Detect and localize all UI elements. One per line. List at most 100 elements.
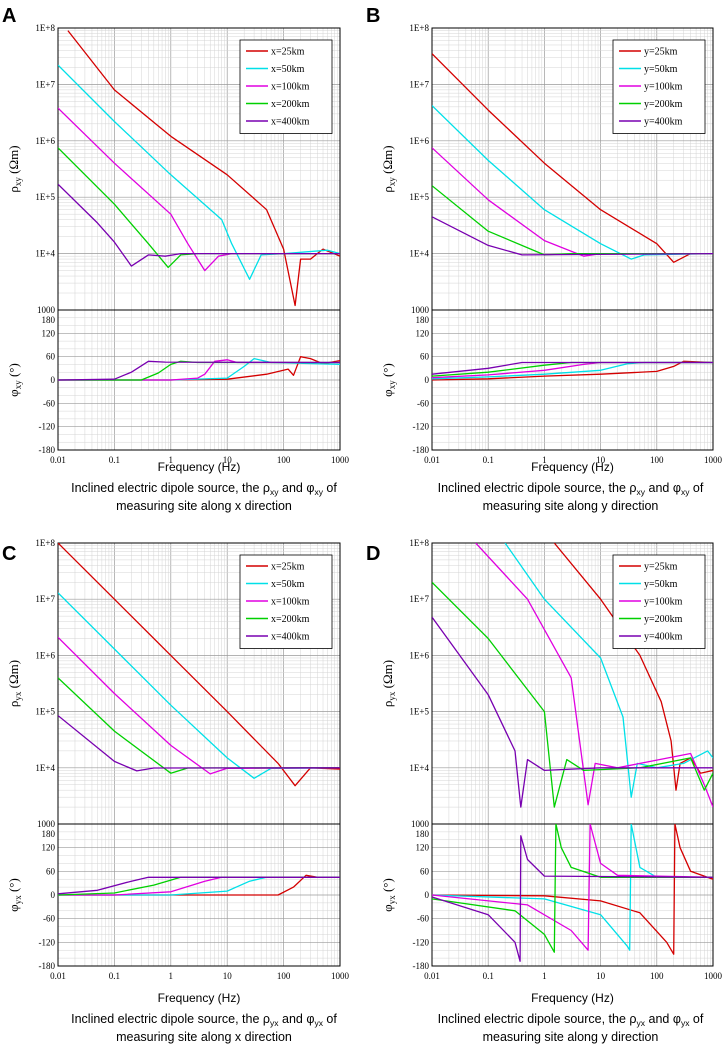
phi-y-tick-label: 0 — [51, 375, 56, 385]
x-tick-label: 10 — [596, 455, 606, 465]
rho-y-axis-label: ρyx (Ωm) — [380, 660, 397, 707]
caption-line-1: Inclined electric dipole source, the ρxy… — [438, 481, 704, 497]
rho-series-y=100km — [432, 147, 713, 257]
caption-line-2: measuring site along x direction — [116, 1030, 292, 1044]
phi-series-x=50km — [58, 876, 340, 896]
rho-series-y=25km — [432, 53, 713, 263]
rho-y-tick-label: 1000 — [37, 305, 56, 315]
rho-y-tick-label: 1E+5 — [409, 707, 429, 717]
x-axis-label: Frequency (Hz) — [158, 460, 241, 474]
legend-label: x=25km — [271, 562, 305, 573]
panel-label: C — [2, 543, 16, 565]
caption-line-2: measuring site along y direction — [483, 1030, 659, 1044]
x-tick-label: 0.01 — [50, 455, 66, 465]
caption-line-1: Inclined electric dipole source, the ρxy… — [71, 481, 337, 497]
rho-y-axis-label: ρyx (Ωm) — [6, 660, 23, 707]
legend: x=25km x=50km x=100km x=200km x=400km — [239, 39, 333, 134]
rho-y-tick-label: 1000 — [411, 305, 430, 315]
phi-y-tick-label: 120 — [416, 843, 430, 853]
phi-series-y=200km — [432, 824, 713, 953]
legend-label: y=50km — [644, 579, 678, 590]
phi-y-tick-label: -120 — [39, 937, 56, 947]
rho-series-x=25km — [58, 543, 340, 787]
x-tick-label: 1000 — [704, 455, 723, 465]
x-tick-label: 0.1 — [483, 455, 494, 465]
phi-y-axis-label: φxy (°) — [380, 363, 397, 397]
phi-y-axis-label: φyx (°) — [6, 878, 23, 912]
legend-label: x=400km — [271, 632, 310, 643]
rho-y-tick-label: 1E+8 — [35, 538, 55, 548]
rho-series-x=400km — [58, 715, 340, 772]
panel-C: C 0.01 0.1 1 10 100 1000 1E+8 1E+7 1E+6 1E+5 1E+4 10… — [2, 538, 350, 1044]
phi-y-tick-label: 120 — [416, 328, 430, 338]
phi-series-group — [58, 874, 340, 896]
legend-label: y=400km — [644, 117, 683, 128]
x-tick-label: 1 — [169, 971, 174, 981]
phi-y-axis-label: φxy (°) — [6, 363, 23, 397]
x-tick-label: 1000 — [704, 971, 723, 981]
rho-y-tick-label: 1E+5 — [35, 707, 55, 717]
rho-y-tick-label: 1E+6 — [35, 650, 55, 660]
legend-label: x=100km — [271, 82, 310, 93]
rho-series-group — [58, 543, 340, 787]
rho-series-y=400km — [432, 216, 713, 256]
phi-series-group — [432, 824, 713, 962]
x-tick-label: 0.1 — [483, 971, 494, 981]
phi-y-tick-label: -180 — [39, 961, 56, 971]
phi-series-y=25km — [432, 824, 713, 955]
phi-y-tick-label: 0 — [51, 890, 56, 900]
x-axis-label: Frequency (Hz) — [531, 991, 614, 1005]
caption-line-2: measuring site along x direction — [116, 499, 292, 513]
rho-y-tick-label: 1E+5 — [35, 192, 55, 202]
caption-line-2: measuring site along y direction — [483, 499, 659, 513]
phi-y-tick-label: 180 — [42, 315, 56, 325]
phi-y-tick-label: 180 — [42, 829, 56, 839]
rho-y-tick-label: 1E+7 — [409, 79, 429, 89]
phi-series-x=100km — [58, 876, 340, 896]
phi-y-tick-label: -180 — [39, 445, 56, 455]
phi-series-y=50km — [432, 824, 713, 951]
phi-y-tick-label: 0 — [425, 375, 430, 385]
panel-D: D 0.01 0.1 1 10 100 1000 1E+8 1E+7 1E+6 1E+5 1E+4 10… — [366, 538, 723, 1044]
rho-y-axis-label: ρxy (Ωm) — [6, 145, 23, 192]
rho-series-x=25km — [67, 30, 340, 307]
x-tick-label: 100 — [650, 971, 664, 981]
phi-y-tick-label: -120 — [413, 422, 430, 432]
phi-series-x=400km — [58, 876, 340, 895]
x-tick-label: 1000 — [331, 455, 350, 465]
x-tick-label: 10 — [596, 971, 606, 981]
phi-y-tick-label: -180 — [413, 445, 430, 455]
grid — [57, 543, 340, 967]
x-axis-label: Frequency (Hz) — [531, 460, 614, 474]
rho-y-tick-label: 1000 — [37, 819, 56, 829]
x-tick-label: 0.1 — [109, 455, 120, 465]
phi-y-tick-label: -180 — [413, 961, 430, 971]
grid — [431, 28, 713, 451]
legend-label: x=200km — [271, 614, 310, 625]
rho-series-y=100km — [475, 543, 713, 808]
rho-series-y=200km — [432, 185, 713, 256]
legend-label: x=50km — [271, 64, 305, 75]
legend-label: x=400km — [271, 117, 310, 128]
legend-label: x=200km — [271, 99, 310, 110]
caption-line-1: Inclined electric dipole source, the ρyx… — [71, 1012, 337, 1028]
phi-y-tick-label: -120 — [39, 422, 56, 432]
phi-y-tick-label: 0 — [425, 890, 430, 900]
phi-y-tick-label: -60 — [43, 914, 55, 924]
x-tick-label: 10 — [223, 971, 233, 981]
x-tick-label: 100 — [650, 455, 664, 465]
x-tick-label: 0.01 — [424, 971, 440, 981]
legend-label: y=50km — [644, 64, 678, 75]
x-axis-label: Frequency (Hz) — [158, 991, 241, 1005]
phi-y-tick-label: 60 — [46, 866, 56, 876]
panel-label: A — [2, 5, 16, 27]
rho-y-tick-label: 1E+6 — [409, 136, 429, 146]
x-tick-label: 0.01 — [424, 455, 440, 465]
panel-label: B — [366, 5, 380, 27]
rho-y-tick-label: 1000 — [411, 819, 430, 829]
rho-series-group — [58, 30, 340, 307]
phi-y-tick-label: 180 — [416, 315, 430, 325]
phi-y-tick-label: -120 — [413, 937, 430, 947]
phi-y-axis-label: φyx (°) — [380, 878, 397, 912]
